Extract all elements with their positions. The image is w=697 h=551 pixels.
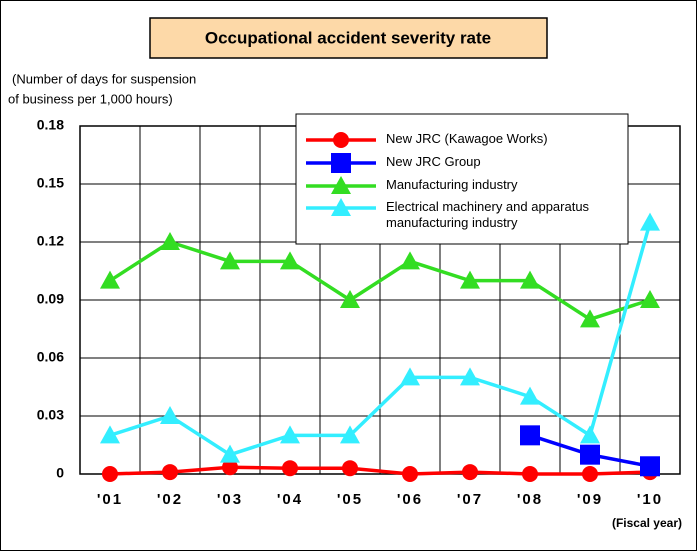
marker bbox=[460, 367, 480, 386]
y-tick-label: 0.15 bbox=[37, 175, 64, 191]
marker bbox=[100, 270, 120, 289]
x-tick-label: '09 bbox=[577, 491, 603, 508]
marker bbox=[331, 153, 351, 173]
legend-label: New JRC (Kawagoe Works) bbox=[386, 131, 548, 146]
legend-label: New JRC Group bbox=[386, 154, 481, 169]
marker bbox=[280, 251, 300, 270]
marker bbox=[580, 309, 600, 328]
x-tick-label: '07 bbox=[457, 491, 483, 508]
marker bbox=[582, 466, 598, 482]
y-tick-label: 0.12 bbox=[37, 233, 64, 249]
marker bbox=[220, 444, 240, 463]
x-tick-label: '03 bbox=[217, 491, 243, 508]
y-axis-label: of business per 1,000 hours) bbox=[8, 91, 173, 106]
x-axis-label: (Fiscal year) bbox=[612, 516, 682, 530]
y-tick-label: 0 bbox=[56, 465, 64, 481]
marker bbox=[520, 386, 540, 405]
marker bbox=[342, 460, 358, 477]
series-line bbox=[109, 222, 652, 457]
marker bbox=[162, 464, 178, 481]
chart-title: Occupational accident severity rate bbox=[205, 28, 491, 47]
title-box bbox=[149, 17, 548, 59]
marker bbox=[640, 290, 660, 308]
legend-label-box: Electrical machinery and apparatus manuf… bbox=[386, 199, 590, 230]
marker bbox=[640, 456, 660, 477]
marker bbox=[333, 132, 349, 148]
marker bbox=[462, 464, 478, 481]
marker bbox=[580, 425, 600, 444]
marker bbox=[402, 466, 418, 482]
series-line bbox=[109, 465, 651, 476]
marker bbox=[340, 425, 360, 444]
marker bbox=[520, 270, 540, 289]
marker bbox=[160, 406, 180, 424]
x-tick-label: '08 bbox=[517, 491, 543, 508]
legend-label-box: Manufacturing industry bbox=[386, 177, 518, 192]
marker bbox=[400, 251, 420, 270]
legend-box bbox=[295, 113, 629, 245]
x-tick-label: '01 bbox=[97, 491, 123, 508]
marker bbox=[580, 444, 600, 465]
marker bbox=[340, 290, 360, 308]
y-tick-label: 0.09 bbox=[37, 291, 64, 307]
x-tick-label: '04 bbox=[277, 491, 303, 508]
y-tick-label: 0.06 bbox=[37, 349, 64, 365]
marker bbox=[640, 212, 660, 231]
marker bbox=[280, 425, 300, 444]
legend: New JRC (Kawagoe Works) New JRC Group Manu… bbox=[295, 113, 629, 245]
marker bbox=[400, 367, 420, 386]
marker bbox=[282, 460, 298, 477]
marker bbox=[520, 425, 540, 446]
marker bbox=[160, 232, 180, 250]
marker bbox=[460, 270, 480, 289]
series-line bbox=[109, 240, 651, 322]
marker bbox=[100, 425, 120, 444]
y-tick-label: 0.03 bbox=[37, 407, 64, 423]
marker bbox=[102, 466, 118, 482]
marker bbox=[220, 251, 240, 270]
marker bbox=[522, 466, 538, 482]
x-tick-label: '06 bbox=[397, 491, 423, 508]
legend-label-box: New JRC (Kawagoe Works) bbox=[386, 131, 548, 146]
marker bbox=[331, 198, 351, 216]
x-tick-label: '05 bbox=[337, 491, 363, 508]
legend-label: Electrical machinery and apparatus manuf… bbox=[386, 199, 590, 230]
marker bbox=[331, 176, 351, 194]
marker bbox=[222, 459, 238, 476]
legend-label-box: New JRC Group bbox=[386, 154, 481, 169]
y-axis-label: (Number of days for suspension bbox=[12, 71, 196, 86]
legend-label: Manufacturing industry bbox=[386, 177, 518, 192]
y-tick-label: 0.18 bbox=[37, 117, 64, 133]
x-tick-label: '02 bbox=[157, 491, 183, 508]
x-tick-label: '10 bbox=[637, 491, 663, 508]
